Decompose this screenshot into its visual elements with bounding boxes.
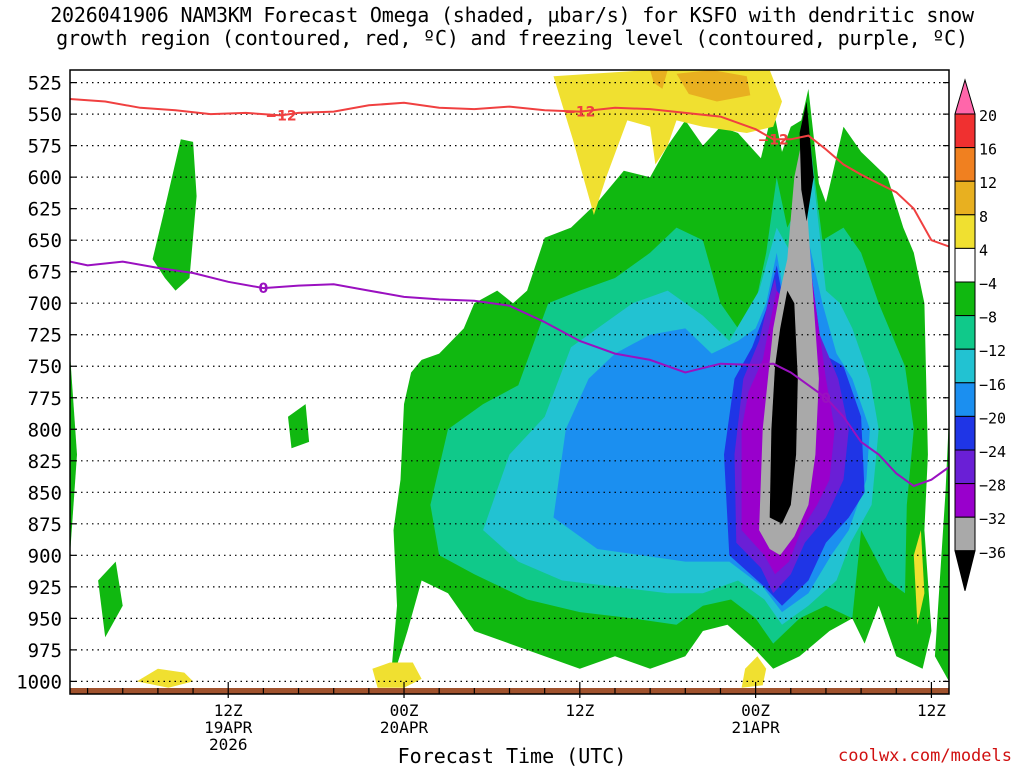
colorbar-swatch-3	[954, 180, 976, 216]
colorbar-label-2: 12	[979, 174, 997, 192]
colorbar-swatch-6	[954, 281, 976, 317]
omega-region-18	[553, 70, 782, 215]
omega-region-13	[769, 290, 798, 524]
y-tick-label-650: 650	[28, 230, 62, 252]
x-tick-label-0-0: 12Z	[214, 701, 243, 720]
colorbar-label-13: −36	[979, 544, 1006, 562]
y-tick-label-700: 700	[28, 293, 62, 315]
y-tick-label-975: 975	[28, 640, 62, 662]
x-tick-label-1-0: 00Z	[390, 701, 419, 720]
x-tick-label-1-1: 20APR	[380, 718, 429, 737]
colorbar-label-10: −24	[979, 443, 1006, 461]
colorbar-swatch-8	[954, 348, 976, 384]
y-tick-label-725: 725	[28, 325, 62, 347]
y-tick-label-525: 525	[28, 73, 62, 95]
y-tick-label-675: 675	[28, 262, 62, 284]
colorbar-label-8: −16	[979, 376, 1006, 394]
colorbar-swatch-2	[954, 147, 976, 182]
y-tick-label-875: 875	[28, 514, 62, 536]
isotherm-label-1-1: 0	[821, 391, 831, 407]
y-tick-label-900: 900	[28, 545, 62, 567]
x-tick-label-4-0: 12Z	[917, 701, 946, 720]
chart-title: 2026041906 NAM3KM Forecast Omega (shaded…	[0, 4, 1024, 50]
colorbar-swatch-11	[954, 449, 976, 485]
colorbar-label-7: −12	[979, 342, 1006, 360]
colorbar: 20 16 12 8 4 −4 −8 −12 −16 −20 −24 −28 −32 −36	[954, 78, 1006, 591]
colorbar-top-arrow	[954, 78, 976, 115]
y-tick-label-1000: 1000	[16, 671, 62, 693]
omega-region-17	[741, 656, 767, 688]
isotherm-line-0	[70, 98, 949, 248]
y-tick-label-550: 550	[28, 104, 62, 126]
y-tick-label-925: 925	[28, 577, 62, 599]
colorbar-swatch-10	[954, 415, 976, 451]
x-axis-label: Forecast Time (UTC)	[397, 744, 627, 768]
omega-region-5	[934, 416, 949, 682]
colorbar-label-4: 4	[979, 241, 988, 259]
colorbar-swatch-7	[954, 315, 976, 350]
isotherm-line-1	[70, 260, 949, 488]
colorbar-bottom-arrow	[954, 550, 976, 591]
isotherm-layer: −12 −12 −12 0 0	[70, 98, 949, 488]
colorbar-label-5: −4	[979, 275, 997, 293]
y-tick-label-575: 575	[28, 136, 62, 158]
x-tick-label-0-2: 2026	[209, 735, 248, 754]
colorbar-swatch-13	[954, 516, 976, 552]
omega-region-16	[136, 668, 194, 688]
y-tick-label-850: 850	[28, 482, 62, 504]
omega-region-14	[799, 101, 814, 222]
x-tick-label-3-0: 00Z	[741, 701, 770, 720]
colorbar-label-0: 20	[979, 107, 997, 125]
colorbar-label-12: −32	[979, 510, 1006, 528]
omega-region-3	[288, 404, 310, 449]
y-tick-label-825: 825	[28, 451, 62, 473]
isotherm-label-0-1: −12	[564, 105, 595, 121]
omega-region-19	[913, 530, 925, 625]
omega-region-4	[98, 561, 123, 638]
y-tick-label-625: 625	[28, 199, 62, 221]
colorbar-swatch-4	[954, 214, 976, 249]
omega-region-15	[372, 662, 422, 688]
colorbar-swatch-1	[954, 113, 976, 149]
isotherm-label-1-0: 0	[259, 281, 269, 297]
colorbar-label-3: 8	[979, 208, 988, 226]
x-tick-label-0-1: 19APR	[204, 718, 253, 737]
colorbar-swatch-5	[954, 247, 976, 283]
y-tick-label-775: 775	[28, 388, 62, 410]
chart-title-line-2: growth region (contoured, red, ºC) and f…	[56, 26, 968, 50]
axes-layer: 525 550 575 600 625 650 675 700 725 750 775 800 825 8…	[16, 69, 950, 754]
omega-region-21	[650, 70, 668, 89]
pressure-gridlines	[70, 82, 949, 682]
colorbar-label-1: 16	[979, 141, 997, 159]
x-tick-label-2-0: 12Z	[565, 701, 594, 720]
y-tick-label-800: 800	[28, 419, 62, 441]
y-tick-label-600: 600	[28, 167, 62, 189]
colorbar-label-6: −8	[979, 309, 997, 327]
y-tick-label-750: 750	[28, 356, 62, 378]
chart-title-line-1: 2026041906 NAM3KM Forecast Omega (shaded…	[50, 3, 974, 27]
isotherm-label-0-2: −12	[758, 132, 789, 148]
omega-region-2	[70, 353, 77, 556]
omega-region-20	[676, 70, 751, 102]
credit-text: coolwx.com/models	[838, 746, 1012, 766]
y-tick-label-950: 950	[28, 608, 62, 630]
colorbar-swatch-9	[954, 382, 976, 417]
colorbar-label-11: −28	[979, 477, 1006, 495]
x-tick-label-3-1: 21APR	[732, 718, 781, 737]
colorbar-swatch-12	[954, 483, 976, 518]
colorbar-label-9: −20	[979, 409, 1006, 427]
isotherm-label-0-0: −12	[265, 108, 296, 124]
omega-fill-layer	[70, 70, 949, 694]
